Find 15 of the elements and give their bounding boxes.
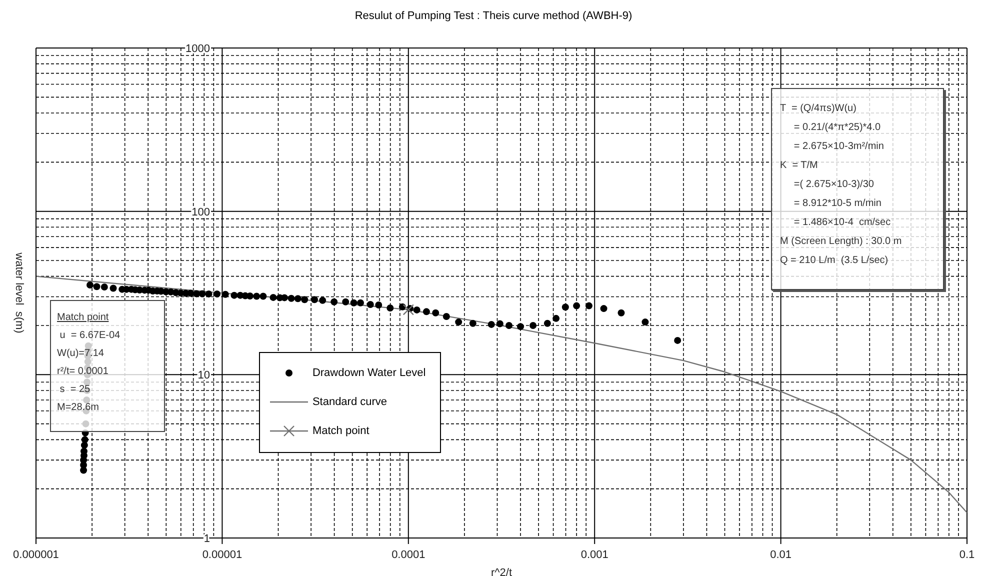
x-axis-title: r^2/t <box>490 567 512 576</box>
x-tick-label: 0.001 <box>580 549 608 561</box>
note-box: Match point u = 6.67E-04 W(u)=7.14 r²/t= 0.0001 s = 25 M=28.6m <box>50 300 165 432</box>
x-tick-label: 0.0001 <box>392 549 426 561</box>
chart-title: Resulut of Pumping Test : Theis curve method (AWBH-9) <box>354 9 634 24</box>
legend-label: Standard curve <box>312 396 388 408</box>
x-tick-label: 0.01 <box>770 549 792 561</box>
note-box: T = (Q/4πs)W(u) = 0.21/(4*π*25)*4.0 = 2.675×10-3m²/min K = T/M =( 2.675×10-3)/30 = 8.912*10-5 m/min = 1.486×10-4 cm/sec M (Screen Length) : 30.0 m Q = 210 L/m (3.5 L/sec) <box>771 88 944 290</box>
annotation: Match point u = 6.67E-04 W(u)=7.14 r²/t= 0.0001 s = 25 M=28.6m <box>57 311 122 415</box>
legend-label: Match point <box>312 425 370 438</box>
y-axis-title: water level s(m) <box>13 252 25 334</box>
x-tick-label: 0.1 <box>959 549 975 561</box>
x-tick-label: 0.00001 <box>202 549 242 561</box>
legend-label: Drawdown Water Level <box>312 367 426 380</box>
x-tick-label: 0.000001 <box>13 549 59 561</box>
